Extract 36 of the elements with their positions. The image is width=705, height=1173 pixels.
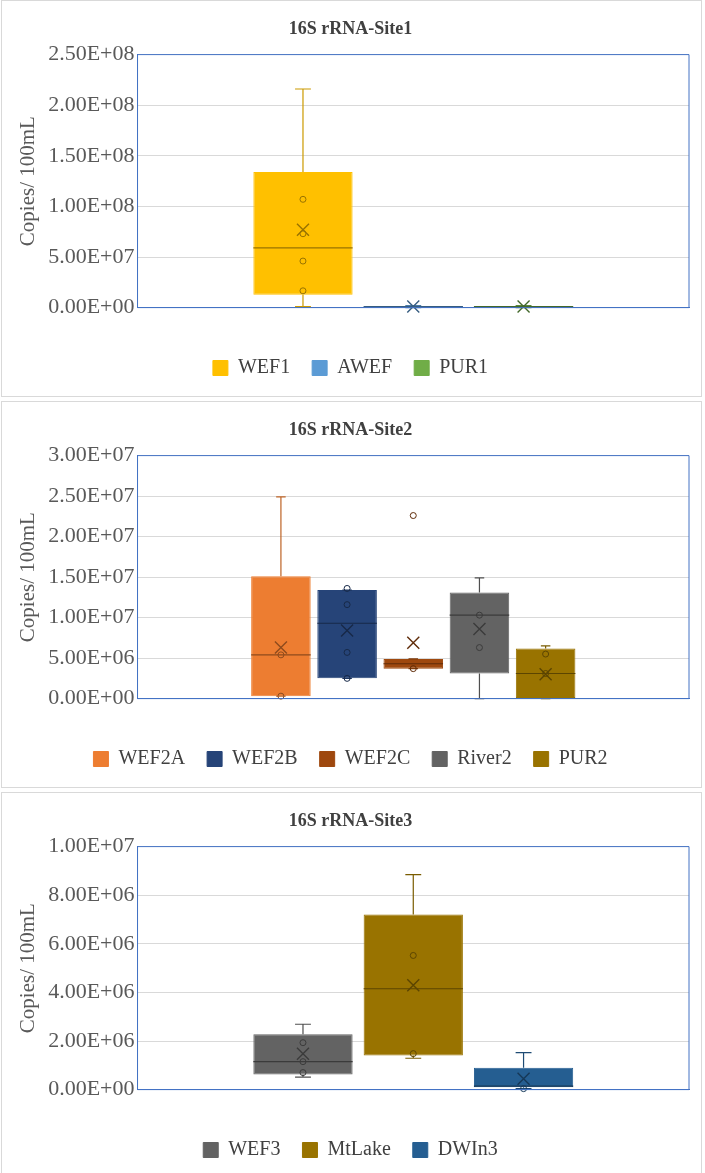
y-tick-label: 2.00E+06 bbox=[48, 1026, 135, 1052]
legend-label: DWIn3 bbox=[437, 1137, 498, 1160]
legend-label: PUR1 bbox=[439, 355, 489, 378]
y-axis-title: Copies/ 100mL bbox=[15, 903, 40, 1034]
y-tick-label: 0.00E+00 bbox=[48, 684, 135, 710]
y-tick-label: 4.00E+06 bbox=[48, 978, 135, 1004]
y-axis-title: Copies/ 100mL bbox=[15, 116, 40, 247]
y-axis-title: Copies/ 100mL bbox=[15, 512, 40, 643]
y-tick-label: 2.50E+07 bbox=[48, 481, 135, 507]
y-tick-label: 2.00E+08 bbox=[48, 90, 135, 116]
legend-label: MtLake bbox=[327, 1137, 391, 1160]
legend-label: AWEF bbox=[337, 355, 393, 378]
legend-label: WEF2A bbox=[118, 746, 186, 769]
y-tick-label: 2.00E+07 bbox=[48, 522, 135, 548]
y-tick-label: 1.00E+07 bbox=[48, 603, 135, 629]
legend-label: PUR2 bbox=[558, 746, 608, 769]
y-tick-label: 1.50E+07 bbox=[48, 562, 135, 588]
y-tick-label: 0.00E+00 bbox=[48, 293, 135, 319]
legend-label: WEF2B bbox=[232, 746, 298, 769]
y-tick-label: 2.50E+08 bbox=[48, 40, 135, 66]
chart-title: 16S rRNA-Site1 bbox=[288, 18, 413, 39]
y-tick-label: 0.00E+00 bbox=[48, 1075, 135, 1101]
legend-label: River2 bbox=[457, 746, 512, 769]
y-tick-label: 5.00E+07 bbox=[48, 242, 135, 268]
y-tick-label: 1.50E+08 bbox=[48, 141, 135, 167]
legend-label: WEF1 bbox=[237, 355, 291, 378]
y-tick-label: 1.00E+07 bbox=[48, 832, 135, 858]
y-tick-label: 3.00E+07 bbox=[48, 441, 135, 467]
y-tick-label: 8.00E+06 bbox=[48, 880, 135, 906]
legend-label: WEF2C bbox=[344, 746, 411, 769]
chart-title: 16S rRNA-Site2 bbox=[288, 419, 413, 440]
y-tick-label: 1.00E+08 bbox=[48, 192, 135, 218]
legend-label: WEF3 bbox=[228, 1137, 281, 1160]
chart-title: 16S rRNA-Site3 bbox=[288, 810, 413, 831]
y-tick-label: 6.00E+06 bbox=[48, 929, 135, 955]
y-tick-label: 5.00E+06 bbox=[48, 643, 135, 669]
